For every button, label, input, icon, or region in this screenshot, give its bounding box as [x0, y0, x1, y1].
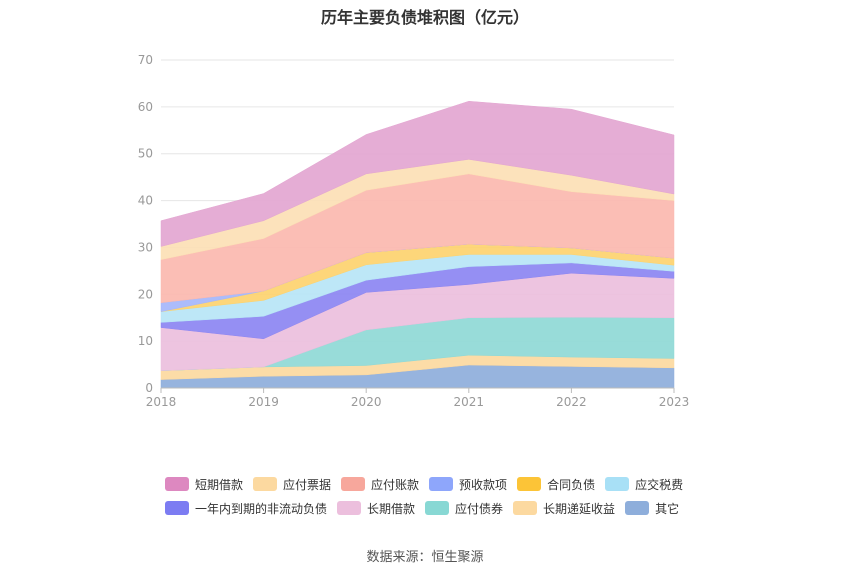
legend-item[interactable]: 预收款项	[429, 476, 507, 493]
legend-row: 一年内到期的非流动负债 长期借款 应付债券 长期递延收益 其它	[165, 496, 705, 520]
legend-label: 预收款项	[459, 477, 508, 492]
legend-swatch	[337, 501, 362, 515]
legend-item[interactable]: 应付票据	[253, 476, 331, 493]
x-tick-label: 2023	[659, 395, 690, 409]
y-tick-label: 50	[138, 147, 153, 161]
legend-label: 一年内到期的非流动负债	[195, 501, 328, 516]
legend-swatch	[425, 501, 450, 515]
legend-item[interactable]: 其它	[625, 500, 679, 517]
legend-label: 应付票据	[283, 477, 332, 492]
x-tick-label: 2020	[351, 395, 382, 409]
legend: 短期借款 应付票据 应付账款 预收款项 合同负债 应交税费一年内到期的非流动负债 长期借款 应…	[165, 472, 705, 520]
legend-item[interactable]: 短期借款	[165, 476, 243, 493]
legend-label: 应付账款	[371, 477, 420, 492]
area-series	[160, 100, 675, 389]
y-tick-label: 10	[138, 334, 153, 348]
legend-item[interactable]: 应交税费	[605, 476, 683, 493]
legend-swatch	[429, 477, 454, 491]
legend-swatch	[625, 501, 650, 515]
legend-item[interactable]: 合同负债	[517, 476, 595, 493]
x-tick-label: 2022	[556, 395, 587, 409]
x-tick-label: 2021	[454, 395, 485, 409]
legend-label: 合同负债	[547, 477, 596, 492]
legend-item[interactable]: 应付债券	[425, 500, 503, 517]
legend-swatch	[165, 501, 189, 515]
axes: 0 10 20 30 40 50 60 70 2018 2019 2020 2021 2022 2023	[138, 53, 690, 409]
legend-label: 长期递延收益	[543, 501, 616, 516]
y-tick-label: 0	[145, 381, 153, 395]
y-tick-label: 70	[138, 53, 153, 67]
area-series-10	[160, 100, 675, 247]
y-tick-label: 40	[138, 194, 153, 208]
legend-row: 短期借款 应付票据 应付账款 预收款项 合同负债 应交税费	[165, 472, 705, 496]
legend-label: 应付债券	[455, 501, 504, 516]
legend-label: 短期借款	[195, 477, 244, 492]
legend-label: 其它	[655, 501, 680, 516]
legend-label: 长期借款	[367, 501, 416, 516]
legend-swatch	[605, 477, 630, 491]
legend-swatch	[517, 477, 542, 491]
y-tick-label: 20	[138, 287, 153, 301]
legend-swatch	[165, 477, 189, 491]
legend-label: 应交税费	[635, 477, 684, 492]
x-tick-label: 2019	[248, 395, 279, 409]
legend-item[interactable]: 一年内到期的非流动负债	[165, 500, 327, 517]
legend-swatch	[253, 477, 278, 491]
legend-swatch	[341, 477, 366, 491]
x-tick-label: 2018	[146, 395, 177, 409]
source-note: 数据来源：恒生聚源	[366, 550, 484, 565]
legend-swatch	[513, 501, 538, 515]
y-tick-label: 60	[138, 100, 153, 114]
legend-item[interactable]: 应付账款	[341, 476, 419, 493]
chart-title: 历年主要负债堆积图（亿元）	[320, 8, 529, 27]
y-tick-label: 30	[138, 240, 153, 254]
legend-item[interactable]: 长期递延收益	[513, 500, 615, 517]
legend-item[interactable]: 长期借款	[337, 500, 415, 517]
